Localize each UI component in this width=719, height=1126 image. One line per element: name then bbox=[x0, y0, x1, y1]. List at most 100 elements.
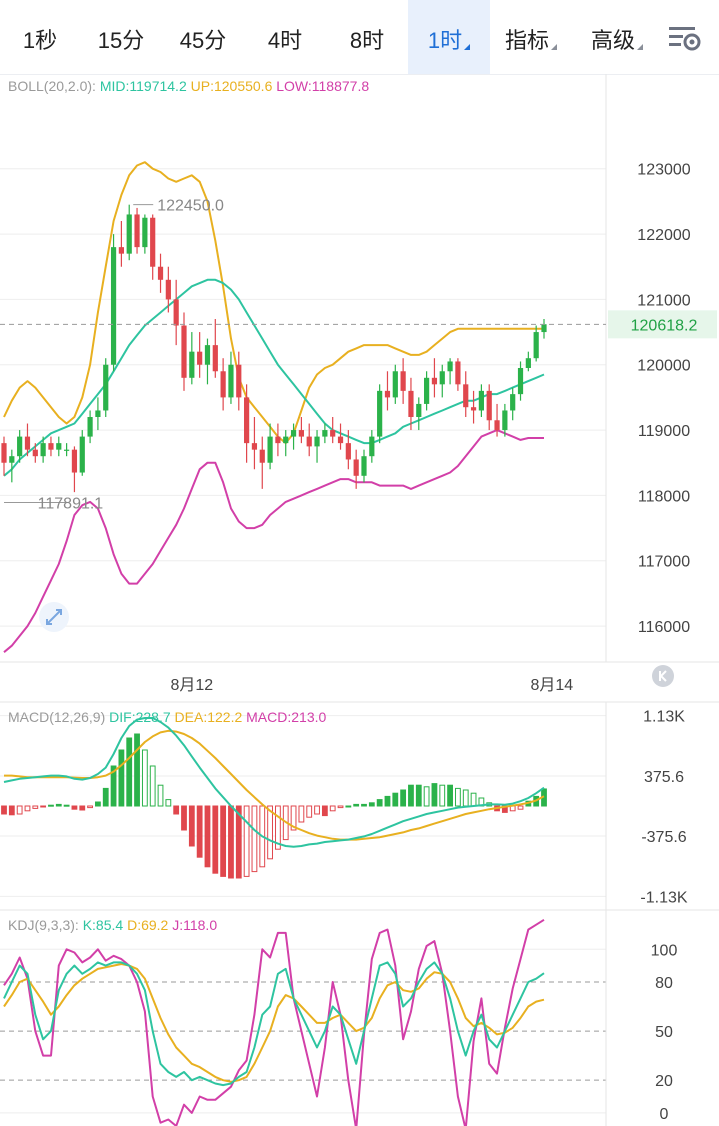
tab-label: 8时 bbox=[349, 28, 385, 53]
macd-bar bbox=[423, 786, 430, 807]
candle bbox=[212, 319, 218, 378]
candle-body bbox=[118, 247, 124, 254]
macd-bar bbox=[228, 805, 234, 879]
macd-bar bbox=[470, 792, 477, 807]
candle-body bbox=[259, 449, 265, 463]
macd-legend: MACD(12,26,9) DIF:228.7 DEA:122.2 MACD:2… bbox=[8, 709, 326, 725]
candle bbox=[1, 436, 7, 476]
candle bbox=[353, 449, 359, 489]
y-tick-label: -1.13K bbox=[640, 889, 687, 906]
tab-8[interactable]: 高级 bbox=[572, 0, 662, 74]
candle-body bbox=[267, 436, 273, 463]
candle bbox=[9, 449, 15, 483]
candle bbox=[173, 279, 179, 346]
candle-body bbox=[173, 299, 179, 326]
candle-body bbox=[416, 403, 422, 417]
tab-label: 高级 bbox=[590, 28, 635, 53]
macd-bar bbox=[32, 805, 39, 809]
kline-chart[interactable]: 123000 122000 121000 120000 119000 118000 1170… bbox=[0, 74, 719, 1126]
macd-bar bbox=[118, 749, 125, 807]
macd-bar bbox=[431, 783, 438, 807]
candle-body bbox=[541, 324, 547, 333]
candle-body bbox=[345, 443, 351, 460]
candle-body bbox=[361, 456, 367, 476]
candle-body bbox=[1, 443, 7, 463]
scroll-to-latest-button[interactable] bbox=[652, 665, 674, 687]
y-tick-label: 120000 bbox=[637, 358, 690, 375]
candle bbox=[306, 423, 312, 457]
candle bbox=[48, 436, 54, 457]
kdj-legend-name: KDJ(9,3,3): bbox=[8, 917, 79, 933]
macd-bar bbox=[220, 805, 227, 877]
candle bbox=[228, 351, 234, 404]
macd-bar bbox=[400, 789, 407, 807]
tab-label: 1秒 bbox=[22, 28, 58, 53]
candle bbox=[478, 384, 484, 417]
macd-bar bbox=[126, 737, 133, 807]
macd-bar bbox=[384, 795, 391, 807]
candle-body bbox=[197, 351, 203, 365]
tab-2[interactable]: 15分 bbox=[80, 0, 162, 74]
candle-body bbox=[486, 390, 492, 421]
macd-bar bbox=[181, 805, 187, 831]
tab-3[interactable]: 45分 bbox=[162, 0, 244, 74]
candle bbox=[267, 423, 273, 470]
candle bbox=[283, 430, 289, 457]
candle-body bbox=[392, 371, 398, 398]
y-tick-label: 20 bbox=[655, 1073, 673, 1090]
tab-4[interactable]: 4时 bbox=[244, 0, 326, 74]
candle bbox=[455, 358, 461, 391]
y-tick-label: 80 bbox=[655, 975, 673, 992]
candle-body bbox=[244, 397, 250, 444]
kdj-legend-j: J:118.0 bbox=[168, 917, 217, 933]
candle-body bbox=[32, 449, 38, 457]
macd-bar bbox=[361, 803, 367, 807]
tab-6[interactable]: 1时 bbox=[408, 0, 490, 74]
j-line bbox=[3, 918, 545, 1126]
candle-body bbox=[103, 364, 109, 411]
candle bbox=[197, 332, 203, 378]
candle bbox=[244, 384, 250, 463]
tab-label: 1时 bbox=[427, 28, 463, 53]
macd-bar bbox=[314, 805, 320, 815]
expand-icon[interactable] bbox=[39, 602, 69, 632]
candle-body bbox=[126, 214, 132, 254]
candle bbox=[502, 403, 508, 437]
macd-bar bbox=[165, 799, 172, 807]
tab-7[interactable]: 指标 bbox=[490, 0, 572, 74]
tab-1[interactable]: 1秒 bbox=[0, 0, 80, 74]
macd-bar bbox=[368, 802, 375, 807]
candle bbox=[533, 325, 539, 362]
candle bbox=[134, 207, 140, 254]
chart-settings-icon[interactable] bbox=[666, 22, 704, 56]
candle bbox=[142, 214, 148, 254]
macd-bar bbox=[275, 805, 281, 850]
macd-bar bbox=[48, 804, 54, 807]
kdj-legend-k: K:85.4 bbox=[79, 917, 124, 933]
candle bbox=[541, 319, 547, 339]
tab-label: 4时 bbox=[267, 28, 303, 53]
candle-body bbox=[204, 345, 211, 365]
macd-bar bbox=[345, 805, 352, 808]
y-tick-label: 1.13K bbox=[643, 709, 685, 726]
tab-5[interactable]: 8时 bbox=[326, 0, 408, 74]
candle bbox=[32, 443, 38, 463]
candle-body bbox=[275, 436, 281, 444]
candle-body bbox=[64, 449, 70, 451]
candle bbox=[377, 384, 383, 444]
y-tick-label: -375.6 bbox=[641, 829, 686, 846]
y-tick-label: 123000 bbox=[637, 162, 690, 179]
candle-body bbox=[189, 351, 195, 378]
x-tick-label: 8月14 bbox=[530, 677, 573, 694]
macd-bar bbox=[447, 784, 453, 807]
y-tick-label: 100 bbox=[651, 942, 678, 959]
expand-icon-glyph bbox=[46, 609, 62, 625]
candle bbox=[181, 312, 187, 391]
candle-body bbox=[56, 443, 62, 450]
y-tick-label: 118000 bbox=[638, 488, 690, 505]
macd-bar bbox=[79, 805, 86, 811]
candle-body bbox=[533, 332, 539, 359]
candle bbox=[494, 403, 500, 437]
candle bbox=[259, 436, 265, 489]
candle-body bbox=[157, 266, 164, 280]
